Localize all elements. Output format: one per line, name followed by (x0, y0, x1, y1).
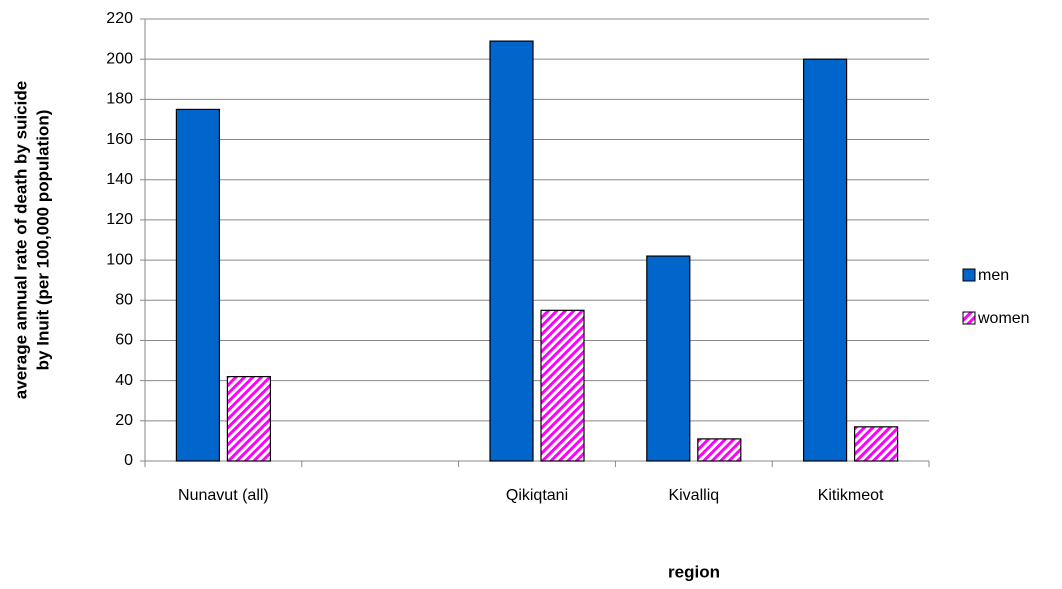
y-tick-label: 40 (115, 372, 133, 389)
legend-label: women (977, 310, 1030, 327)
legend-swatch (962, 311, 976, 325)
y-tick-label: 220 (106, 10, 133, 27)
y-tick-label: 20 (115, 412, 133, 429)
y-tick-label: 0 (124, 452, 133, 469)
y-tick-label: 180 (106, 91, 133, 108)
bar (802, 58, 848, 462)
y-tick-label: 80 (115, 291, 133, 308)
y-tick-label: 200 (106, 50, 133, 67)
bar (540, 309, 585, 462)
bar (697, 438, 742, 462)
bar (853, 426, 899, 462)
y-tick-label: 100 (106, 251, 133, 268)
bar (226, 376, 271, 462)
y-tick-label: 60 (115, 332, 133, 349)
y-axis-title-line: by Inuit (per 100,000 population) (33, 110, 52, 371)
bar (646, 255, 691, 462)
bar (489, 40, 534, 462)
y-axis-title: average annual rate of death by suicide … (11, 81, 52, 399)
legend-swatch (962, 268, 976, 282)
x-tick-label: Qikiqtani (506, 487, 568, 504)
y-tick-label: 140 (106, 171, 133, 188)
legend-label: men (978, 267, 1009, 284)
y-axis-title-line: average annual rate of death by suicide (11, 81, 30, 399)
y-tick-label: 160 (106, 131, 133, 148)
bar (175, 108, 220, 462)
x-axis-title: region (668, 562, 720, 581)
x-tick-label: Kivalliq (668, 487, 719, 504)
y-tick-label: 120 (106, 211, 133, 228)
x-tick-label: Kitikmeot (818, 487, 884, 504)
x-tick-label: Nunavut (all) (178, 487, 269, 504)
